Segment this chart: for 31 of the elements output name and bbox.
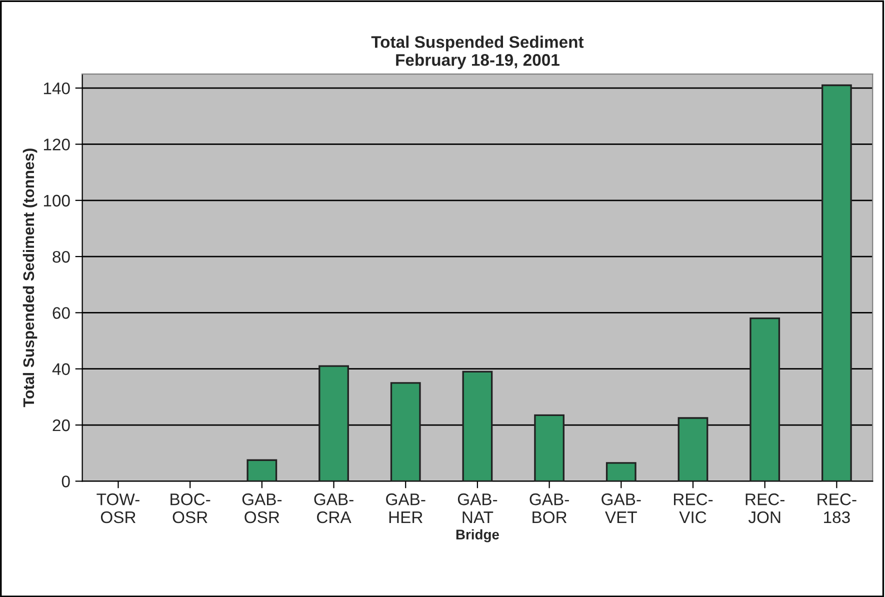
bar xyxy=(246,459,278,482)
x-tick-label: GAB- OSR xyxy=(242,493,282,524)
x-tick-label: BOC- OSR xyxy=(170,493,210,524)
chart-title: Total Suspended Sediment February 18-19, 2001 xyxy=(371,36,584,70)
bar xyxy=(750,317,780,482)
x-tick-label: REC- JON xyxy=(746,493,784,524)
y-tick-label: 100 xyxy=(44,194,70,207)
x-tick-label: REC- 183 xyxy=(818,493,856,524)
bar xyxy=(821,84,852,482)
bar xyxy=(318,365,349,482)
x-tick-label: GAB- VET xyxy=(602,493,641,524)
x-axis-title: Bridge xyxy=(456,529,499,542)
y-tick-label: 80 xyxy=(52,250,70,263)
y-tick-label: 120 xyxy=(44,138,70,150)
y-tick-label: 140 xyxy=(44,82,70,94)
y-tick-label: 60 xyxy=(52,307,70,319)
x-tick-label: REC- VIC xyxy=(674,493,713,524)
x-tick-label: GAB- BOR xyxy=(530,493,569,524)
bar xyxy=(606,462,636,482)
y-tick-label: 0 xyxy=(62,476,70,488)
bar xyxy=(462,370,493,482)
x-tick-label: GAB- HER xyxy=(386,493,426,524)
bar xyxy=(534,414,565,482)
bar xyxy=(678,417,708,482)
x-tick-label: GAB- NAT xyxy=(458,493,498,524)
y-tick-label: 40 xyxy=(52,363,70,376)
x-tick-label: GAB- CRA xyxy=(314,493,354,524)
x-tick-label: TOW- OSR xyxy=(96,493,140,524)
bar xyxy=(390,382,421,482)
y-axis-title: Total Suspended Sediment (tonnes) xyxy=(22,148,38,408)
y-tick-label: 20 xyxy=(52,419,70,432)
